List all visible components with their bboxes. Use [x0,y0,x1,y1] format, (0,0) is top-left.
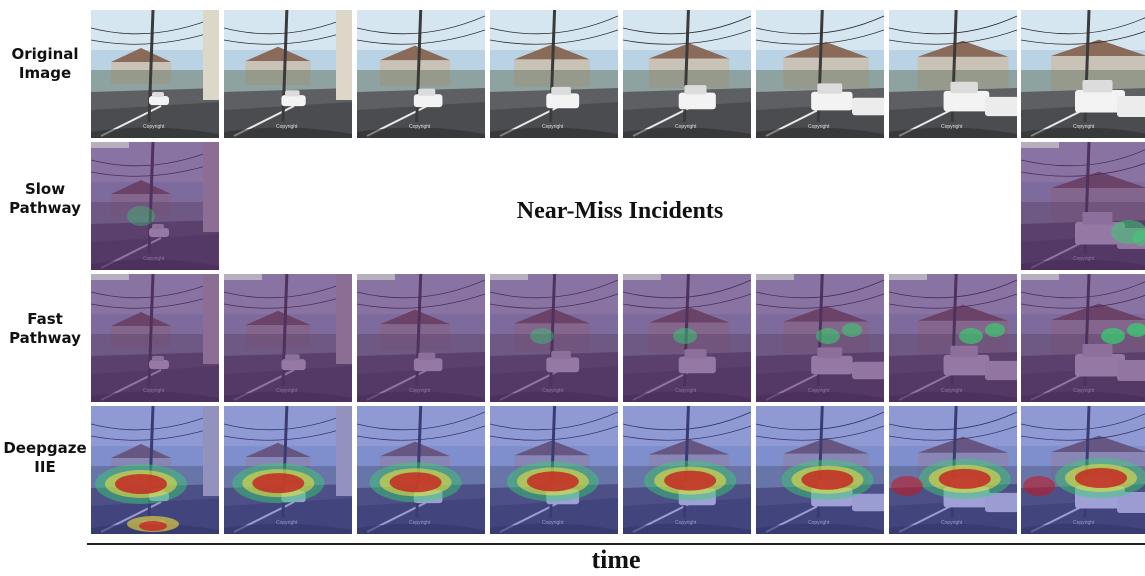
svg-text:Copyright: Copyright [1073,124,1095,130]
svg-text:Copyright: Copyright [1073,520,1095,526]
fast-pathway-frame-7: Copyright [889,274,1017,402]
fast-pathway-frame-2: Copyright [224,274,352,402]
deepgaze-iie-frame-8: Copyright [1021,406,1145,534]
original-image-frame-2: Copyright [224,10,352,138]
time-axis-line [87,543,1145,545]
svg-text:Copyright: Copyright [808,124,830,130]
original-image-frame-7: Copyright [889,10,1017,138]
svg-text:Copyright: Copyright [941,124,963,130]
deepgaze-iie-frame-7: Copyright [889,406,1017,534]
svg-text:Copyright: Copyright [276,520,298,526]
fast-pathway-frame-3: Copyright [357,274,485,402]
deepgaze-iie-frame-6: Copyright [756,406,884,534]
svg-text:Copyright: Copyright [675,124,697,130]
deepgaze-iie-frame-2: Copyright [224,406,352,534]
original-image-frame-3: Copyright [357,10,485,138]
row-label-slow-pathway: Slow Pathway [9,180,81,217]
row-label-deepgaze-iie: Deepgaze IIE [3,439,87,476]
slow-pathway-frame-1: Copyright [91,142,219,270]
svg-text:Copyright: Copyright [409,520,431,526]
svg-text:Copyright: Copyright [808,520,830,526]
row-label-original-image: Original Image [11,45,79,82]
svg-text:Copyright: Copyright [143,124,165,130]
row-label-fast-pathway: Fast Pathway [9,310,81,347]
deepgaze-iie-frame-4: Copyright [490,406,618,534]
svg-text:Copyright: Copyright [542,520,564,526]
fast-pathway-frame-8: Copyright [1021,274,1145,402]
deepgaze-iie-frame-3: Copyright [357,406,485,534]
svg-text:Copyright: Copyright [675,520,697,526]
svg-text:Copyright: Copyright [276,124,298,130]
fast-pathway-frame-6: Copyright [756,274,884,402]
original-image-frame-4: Copyright [490,10,618,138]
original-image-frame-8: Copyright [1021,10,1145,138]
slow-pathway-frame-8: Copyright [1021,142,1145,270]
deepgaze-iie-frame-5: Copyright [623,406,751,534]
fast-pathway-frame-1: Copyright [91,274,219,402]
original-image-frame-1: Copyright [91,10,219,138]
time-axis-label: time [591,545,641,574]
deepgaze-iie-frame-1: Copyright [91,406,219,534]
fast-pathway-frame-5: Copyright [623,274,751,402]
svg-text:Copyright: Copyright [941,520,963,526]
fast-pathway-frame-4: Copyright [490,274,618,402]
svg-text:Copyright: Copyright [409,124,431,130]
near-miss-incidents-label: Near-Miss Incidents [516,198,724,224]
svg-text:Copyright: Copyright [542,124,564,130]
original-image-frame-6: Copyright [756,10,884,138]
original-image-frame-5: Copyright [623,10,751,138]
